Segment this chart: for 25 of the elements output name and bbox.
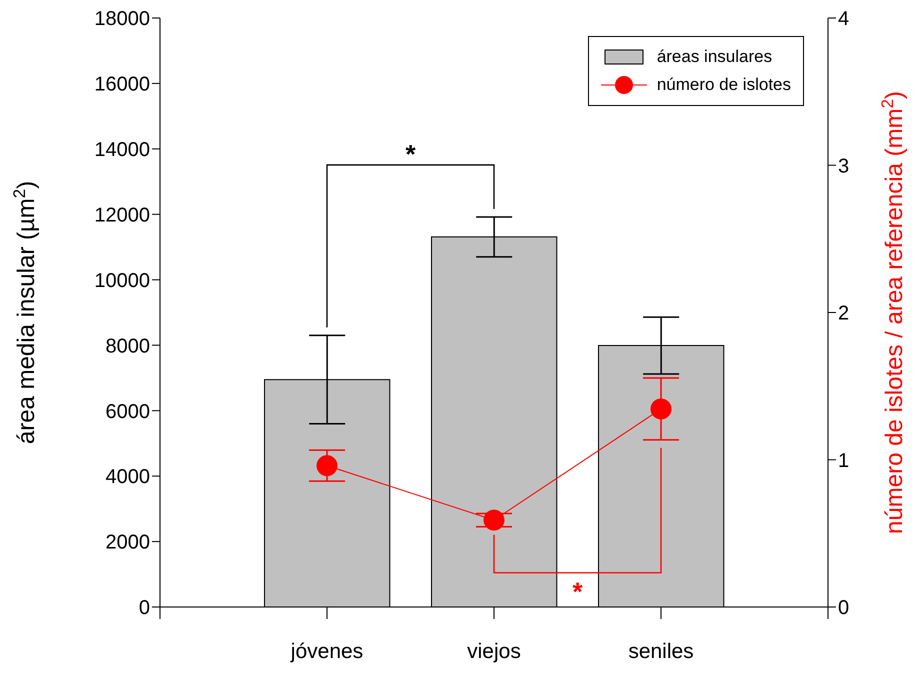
point [484, 510, 504, 531]
y-tick-label: 16000 [94, 74, 150, 96]
x-tick-label: viejos [467, 640, 521, 663]
y2-tick-label: 4 [838, 8, 850, 30]
y-tick-label: 4000 [106, 466, 150, 488]
y-tick-label: 18000 [94, 8, 150, 30]
point [316, 455, 338, 476]
y-tick-label: 0 [138, 597, 150, 620]
y2-tick-label: 1 [838, 450, 850, 472]
y-tick-label: 6000 [106, 400, 150, 423]
point [650, 398, 672, 420]
y2-tick-label: 3 [838, 155, 850, 178]
x-tick-label: seniles [628, 640, 694, 663]
y-tick-label: 14000 [94, 138, 150, 161]
x-tick-label: jóvenes [290, 640, 364, 663]
legend-label: áreas insulares [656, 47, 772, 67]
y2-tick-label: 0 [838, 597, 850, 620]
y-tick-label: 2000 [106, 532, 150, 554]
annotation: * [572, 576, 584, 607]
legend-label: número de islotes [656, 75, 791, 95]
y-tick-label: 12000 [94, 204, 150, 226]
annotation: * [405, 138, 416, 169]
y-tick-label: 8000 [106, 335, 150, 358]
y-tick-label: 10000 [94, 270, 150, 292]
y2-tick-label: 2 [838, 302, 850, 325]
